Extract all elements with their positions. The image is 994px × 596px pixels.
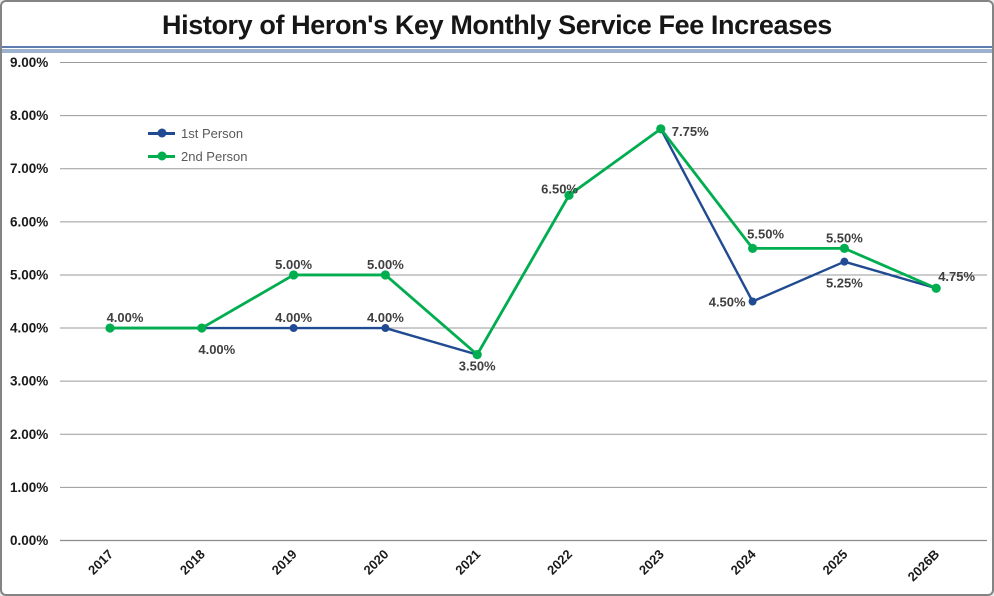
legend-line-marker-icon — [148, 128, 175, 138]
data-label-1st-person-2019: 4.00% — [275, 310, 312, 325]
data-label-2nd-person-2022: 6.50% — [541, 181, 578, 196]
data-point-1st-person-2025 — [840, 257, 849, 266]
x-axis-tick-label: 2017 — [85, 547, 116, 578]
title-rule-bottom — [2, 49, 992, 53]
y-axis-tick-label: 4.00% — [10, 321, 48, 336]
data-label-2nd-person-2019: 5.00% — [275, 257, 312, 272]
y-axis-tick-label: 3.00% — [10, 374, 48, 389]
title-rule-top — [2, 46, 992, 48]
data-label-2nd-person-2024: 5.50% — [747, 226, 784, 241]
data-point-2nd-person-2021 — [472, 350, 482, 360]
data-point-1st-person-2020 — [381, 324, 390, 333]
data-point-2nd-person-2020 — [380, 270, 390, 280]
legend: 1st Person 2nd Person — [148, 125, 248, 164]
legend-line-marker-icon — [148, 151, 175, 161]
x-axis-tick-label: 2018 — [177, 547, 208, 578]
data-label-1st-person-2024: 4.50% — [709, 295, 746, 310]
legend-label: 2nd Person — [181, 148, 248, 164]
x-axis-tick-label: 2024 — [728, 546, 760, 578]
y-axis-tick-label: 5.00% — [10, 267, 48, 282]
x-axis-tick-label: 2023 — [636, 547, 667, 578]
data-label-1st-person-2020: 4.00% — [367, 310, 404, 325]
chart-title: History of Heron's Key Monthly Service F… — [162, 10, 832, 40]
data-point-2nd-person-2026B — [931, 283, 941, 293]
data-label-2nd-person-2021: 3.50% — [459, 359, 496, 374]
data-label-2nd-person-2020: 5.00% — [367, 257, 404, 272]
data-label-2nd-person-2018: 4.00% — [198, 342, 235, 357]
y-axis-tick-label: 6.00% — [10, 214, 48, 229]
legend-item-2nd-person: 2nd Person — [148, 148, 248, 164]
data-point-2nd-person-2018 — [197, 323, 207, 333]
data-point-2nd-person-2017 — [105, 323, 115, 333]
data-label-2nd-person-2026B: 4.75% — [938, 269, 975, 284]
y-axis-tick-label: 1.00% — [10, 480, 48, 495]
x-axis-tick-label: 2025 — [819, 547, 850, 578]
data-point-2nd-person-2024 — [748, 243, 758, 253]
data-label-2nd-person-2025: 5.50% — [826, 230, 863, 245]
y-axis-tick-label: 9.00% — [10, 55, 48, 70]
data-point-2nd-person-2022 — [564, 190, 574, 200]
data-point-2nd-person-2025 — [839, 243, 850, 253]
y-axis-tick-label: 0.00% — [10, 533, 48, 548]
y-axis-tick-label: 7.00% — [10, 161, 48, 176]
data-label-1st-person-2025: 5.25% — [826, 276, 863, 291]
x-axis-tick-label: 2021 — [452, 547, 483, 578]
legend-dot-icon — [157, 151, 166, 161]
data-point-2nd-person-2023 — [656, 124, 666, 134]
x-axis-tick-label: 2022 — [544, 547, 575, 578]
legend-dot-icon — [157, 128, 166, 138]
data-label-2nd-person-2023: 7.75% — [672, 124, 709, 139]
x-axis-tick-label: 2019 — [269, 547, 300, 578]
y-axis-tick-label: 8.00% — [10, 108, 48, 123]
x-axis-tick-label: 2026B — [905, 547, 943, 585]
data-label-2nd-person-2017: 4.00% — [107, 310, 144, 325]
series-line-2nd-person — [108, 127, 938, 357]
legend-label: 1st Person — [181, 125, 244, 141]
y-axis-tick-label: 2.00% — [10, 427, 48, 442]
data-point-1st-person-2024 — [748, 297, 757, 306]
x-axis-tick-label: 2020 — [360, 547, 391, 578]
data-point-2nd-person-2019 — [289, 270, 299, 280]
legend-item-1st-person: 1st Person — [148, 125, 248, 141]
data-point-1st-person-2019 — [289, 324, 298, 333]
